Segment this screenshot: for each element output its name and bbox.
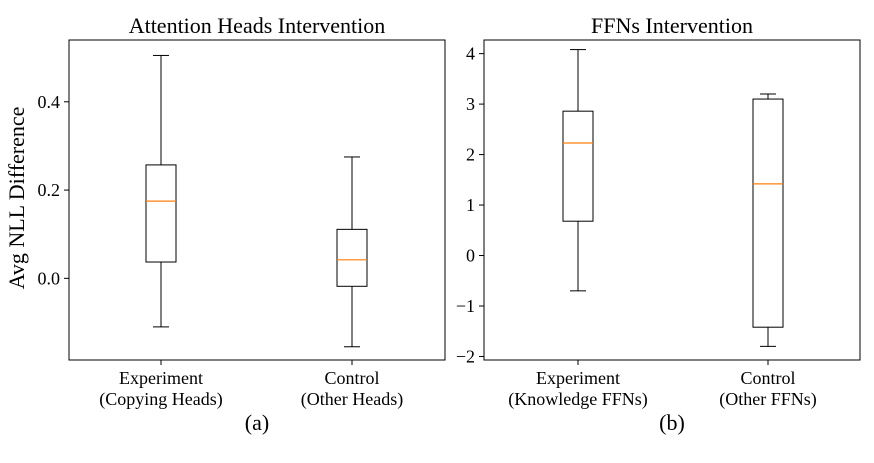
y-ticks: 0.0 0.2 0.4 — [38, 92, 353, 365]
box — [336, 228, 368, 287]
y-tick-label: 1 — [466, 195, 475, 215]
x-category-label: Experiment — [536, 368, 620, 388]
y-tick-label: 2 — [466, 145, 475, 165]
boxes — [145, 54, 368, 348]
y-tick-label: 0.2 — [38, 180, 61, 200]
panel-title: Attention Heads Intervention — [129, 13, 386, 38]
panel-caption: (b) — [659, 410, 685, 435]
y-tick-label: 0.0 — [38, 268, 61, 288]
box — [145, 164, 177, 263]
panel-ffns: FFNs Intervention −2 −1 0 1 2 3 4 Experiment (… — [456, 13, 861, 435]
panel-attention-heads: Attention Heads Intervention 0.0 0.2 0.4 E… — [38, 13, 446, 435]
x-category-label: (Copying Heads) — [99, 389, 222, 410]
x-category-label: (Other FFNs) — [719, 389, 817, 410]
y-tick-label: 4 — [466, 44, 475, 64]
x-category-label: Control — [324, 368, 379, 388]
box — [752, 98, 784, 328]
x-category-label: (Knowledge FFNs) — [508, 389, 648, 410]
y-axis-label: Avg NLL Difference — [4, 107, 29, 290]
y-tick-label: 0.4 — [38, 92, 61, 112]
y-tick-label: 3 — [466, 94, 475, 114]
plot-frame — [68, 39, 446, 361]
panel-caption: (a) — [245, 410, 269, 435]
plot-frame — [483, 39, 861, 361]
y-tick-label: 0 — [466, 246, 475, 266]
y-tick-label: −1 — [456, 296, 475, 316]
x-category-label: Experiment — [119, 368, 203, 388]
y-ticks: −2 −1 0 1 2 3 4 — [456, 44, 769, 366]
x-category-label: (Other Heads) — [301, 389, 403, 410]
box — [562, 110, 594, 222]
y-tick-label: −2 — [456, 346, 475, 366]
x-category-label: Control — [740, 368, 795, 388]
boxes — [562, 49, 784, 347]
panel-title: FFNs Intervention — [591, 13, 753, 38]
